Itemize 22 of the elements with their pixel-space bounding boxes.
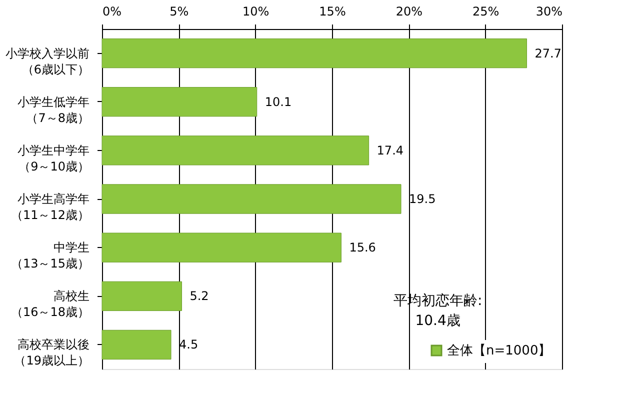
y-tick-label: 小学生中学年（9～10歳） (18, 143, 90, 174)
data-label: 10.1 (264, 94, 292, 109)
y-tick-label: 小学校入学以前（6歳以下） (6, 46, 90, 76)
x-tick-label: 30% (536, 4, 562, 18)
y-tick-label: 高校卒業以後（19歳以上） (14, 338, 90, 368)
y-tick-label: 小学生高学年（11～12歳） (10, 192, 90, 222)
x-tick-label: 10% (242, 4, 270, 18)
y-tick-label: 小学生低学年（7～8歳） (18, 94, 90, 125)
data-label: 27.7 (534, 46, 562, 60)
data-label: 15.6 (349, 240, 376, 255)
data-label: 19.5 (409, 192, 436, 206)
x-tick-label: 20% (396, 4, 423, 18)
x-tick-label: 25% (472, 4, 500, 18)
data-label: 17.4 (376, 143, 404, 158)
x-tick-label: 15% (319, 4, 346, 18)
x-tick-label: 5% (170, 4, 189, 18)
data-label: 5.2 (190, 289, 209, 304)
legend-label: 全体【n=1000】 (447, 344, 552, 358)
x-tick-label: 0% (102, 4, 122, 18)
data-label: 4.5 (179, 338, 198, 352)
y-tick-label: 中学生（13～15歳） (10, 240, 90, 271)
y-tick-label: 高校生（16～18歳） (10, 289, 90, 320)
